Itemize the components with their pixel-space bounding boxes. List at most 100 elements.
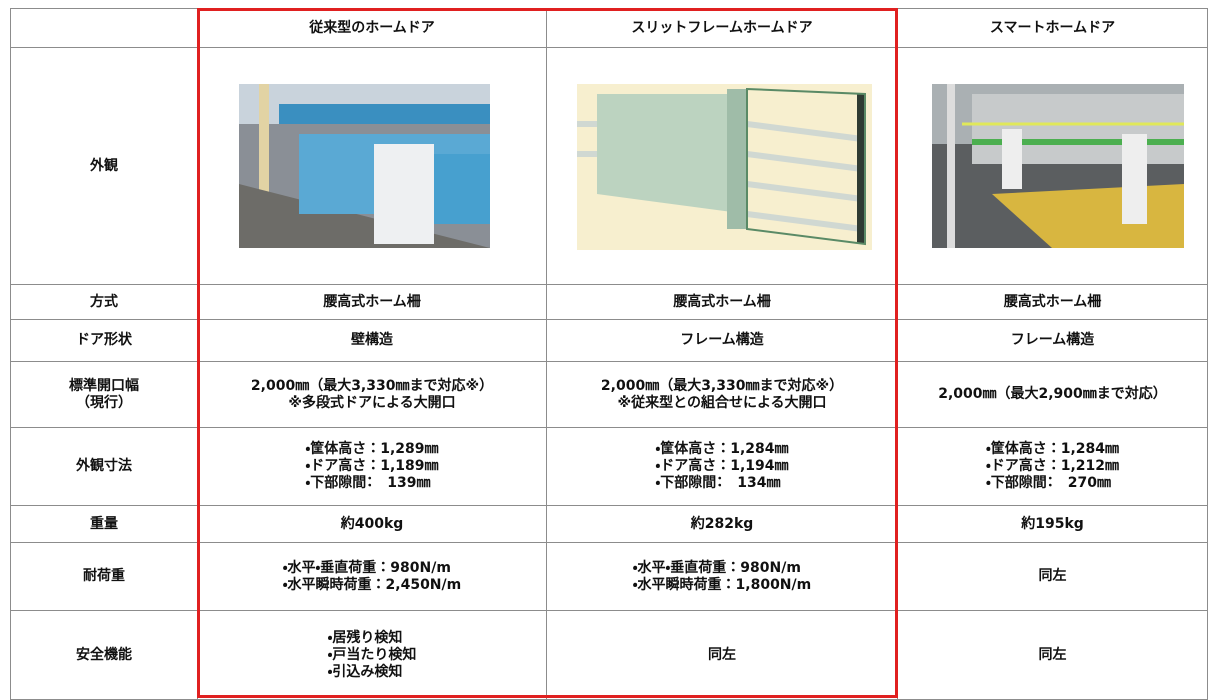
cell-line: ※従来型との組合せによる大開口 — [617, 394, 827, 411]
cell-line: ・筐体高さ：1,284㎜ — [655, 441, 789, 457]
label-text: 耐荷重 — [83, 568, 125, 585]
cell-text: 腰高式ホーム柵 — [1004, 294, 1102, 311]
data-cell: 2,000㎜（最大2,900㎜まで対応） — [898, 362, 1208, 428]
cell-line: 外観寸法 — [76, 458, 132, 474]
data-cell: ・居残り検知 ・戸当たり検知 ・引込み検知 — [198, 611, 547, 700]
cell-line: 腰高式ホーム柵 — [1003, 293, 1102, 310]
data-cell: 同左 — [898, 611, 1208, 700]
cell-text: ・居残り検知 ・戸当たり検知 ・引込み検知 — [328, 630, 417, 681]
cell-text: 腰高式ホーム柵 — [323, 294, 421, 311]
cell-line: 腰高式ホーム柵 — [323, 293, 421, 310]
column-header: スリットフレームホームドア — [547, 8, 898, 48]
cell-text: フレーム構造 — [680, 332, 764, 349]
data-cell: 腰高式ホーム柵 — [547, 285, 898, 320]
cell-text: 2,000㎜（最大3,330㎜まで対応※） ※従来型との組合せによる大開口 — [601, 378, 843, 412]
data-cell: ・筐体高さ：1,284㎜ ・ドア高さ：1,212㎜ ・下部隙間： 270㎜ — [898, 428, 1208, 506]
cell-text: 腰高式ホーム柵 — [673, 294, 771, 311]
data-cell: 約195kg — [898, 506, 1208, 543]
cell-line: ドア形状 — [76, 332, 132, 348]
cell-line: ・下部隙間： 139㎜ — [305, 475, 431, 491]
cell-line: ・水平・垂直荷重：980N/m — [632, 559, 801, 576]
cell-line: 2,000㎜（最大2,900㎜まで対応） — [938, 386, 1167, 402]
cell-line: ・下部隙間： 270㎜ — [985, 475, 1111, 491]
cell-line: 腰高式ホーム柵 — [673, 293, 771, 310]
data-cell: フレーム構造 — [547, 320, 898, 362]
data-cell: 同左 — [898, 543, 1208, 611]
cell-line: ・水平瞬時荷重：1,800N/m — [632, 576, 812, 593]
cell-text: 同左 — [1039, 647, 1067, 664]
cell-text: ・筐体高さ：1,284㎜ ・ドア高さ：1,212㎜ ・下部隙間： 270㎜ — [986, 441, 1119, 492]
row-label: 重量 — [10, 506, 198, 543]
label-text: 外観寸法 — [76, 458, 132, 475]
label-text: ドア形状 — [76, 332, 132, 349]
column-header: 従来型のホームドア — [198, 8, 547, 48]
cell-line: 重量 — [90, 515, 118, 532]
row-label: 外観寸法 — [10, 428, 198, 506]
label-text: 標準開口幅 （現行） — [69, 378, 139, 412]
cell-line: ・ドア高さ：1,212㎜ — [985, 458, 1120, 474]
cell-line: ・下部隙間： 134㎜ — [655, 475, 781, 491]
cell-text: ・筐体高さ：1,284㎜ ・ドア高さ：1,194㎜ ・下部隙間： 134㎜ — [655, 441, 788, 492]
cell-line: 安全機能 — [76, 646, 132, 663]
row-label: 外観 — [10, 48, 198, 285]
data-cell: 壁構造 — [198, 320, 547, 362]
cell-text: 同左 — [1039, 568, 1067, 585]
label-text: 安全機能 — [76, 647, 132, 664]
cell-line: ・ドア高さ：1,189㎜ — [305, 458, 439, 474]
cell-line: ・引込み検知 — [327, 663, 403, 680]
cell-line: ・筐体高さ：1,289㎜ — [305, 441, 439, 457]
cell-line: 方式 — [90, 293, 118, 310]
row-label: 安全機能 — [10, 611, 198, 700]
data-cell: ・筐体高さ：1,289㎜ ・ドア高さ：1,189㎜ ・下部隙間： 139㎜ — [198, 428, 547, 506]
cell-line: （現行） — [76, 394, 132, 411]
cell-line: ・水平・垂直荷重：980N/m — [282, 559, 451, 576]
data-cell: 約400kg — [198, 506, 547, 543]
data-cell: 同左 — [547, 611, 898, 700]
cell-line: ※多段式ドアによる大開口 — [288, 394, 456, 411]
data-cell: ・水平・垂直荷重：980N/m ・水平瞬時荷重：1,800N/m — [547, 543, 898, 611]
photo-cell — [898, 48, 1208, 285]
photo-slit-frame — [577, 84, 872, 250]
corner-cell — [10, 8, 198, 48]
data-cell: 2,000㎜（最大3,330㎜まで対応※） ※多段式ドアによる大開口 — [198, 362, 547, 428]
cell-line: ・筐体高さ：1,284㎜ — [985, 441, 1120, 457]
cell-line: 同左 — [1038, 568, 1067, 584]
data-cell: 2,000㎜（最大3,330㎜まで対応※） ※従来型との組合せによる大開口 — [547, 362, 898, 428]
row-label: 標準開口幅 （現行） — [10, 362, 198, 428]
cell-text: 約195kg — [1021, 516, 1084, 533]
cell-line: 耐荷重 — [83, 568, 125, 584]
cell-line: 2,000㎜（最大3,330㎜まで対応※） — [600, 377, 844, 394]
data-cell: 腰高式ホーム柵 — [898, 285, 1208, 320]
cell-line: 標準開口幅 — [69, 377, 139, 394]
data-cell: ・水平・垂直荷重：980N/m ・水平瞬時荷重：2,450N/m — [198, 543, 547, 611]
row-label: ドア形状 — [10, 320, 198, 362]
cell-text: 約282kg — [691, 516, 754, 533]
row-label: 方式 — [10, 285, 198, 320]
cell-line: 約400kg — [340, 515, 404, 532]
label-text: 重量 — [90, 516, 118, 533]
label-text: 方式 — [90, 294, 118, 311]
photo-conventional — [239, 84, 490, 248]
data-cell: ・筐体高さ：1,284㎜ ・ドア高さ：1,194㎜ ・下部隙間： 134㎜ — [547, 428, 898, 506]
page: Platform doors {"table":{ "header":["従来型… — [10, 8, 1208, 700]
cell-line: ・ドア高さ：1,194㎜ — [655, 458, 789, 474]
cell-text: 2,000㎜（最大3,330㎜まで対応※） ※多段式ドアによる大開口 — [251, 378, 493, 412]
cell-text: フレーム構造 — [1011, 332, 1095, 349]
cell-line: ・戸当たり検知 — [327, 646, 417, 663]
column-header: スマートホームドア — [898, 8, 1208, 48]
row-label: 耐荷重 — [10, 543, 198, 611]
cell-text: 同左 — [708, 647, 736, 664]
data-cell: 腰高式ホーム柵 — [198, 285, 547, 320]
photo-cell — [198, 48, 547, 285]
cell-line: ・水平瞬時荷重：2,450N/m — [282, 576, 462, 593]
cell-text: 約400kg — [341, 516, 404, 533]
page-body: 従来型のホームドア スリットフレームホームドア スマートホームドア外観方式 腰高式ホー… — [10, 8, 1208, 700]
cell-line: 壁構造 — [351, 332, 393, 348]
cell-line: フレーム構造 — [1010, 332, 1095, 348]
cell-text: ・筐体高さ：1,289㎜ ・ドア高さ：1,189㎜ ・下部隙間： 139㎜ — [305, 441, 438, 492]
photo-smart — [932, 84, 1184, 248]
cell-text: 2,000㎜（最大2,900㎜まで対応） — [938, 386, 1167, 403]
cell-line: フレーム構造 — [680, 332, 764, 348]
cell-line: 約195kg — [1021, 515, 1084, 532]
cell-text: 壁構造 — [351, 332, 393, 349]
